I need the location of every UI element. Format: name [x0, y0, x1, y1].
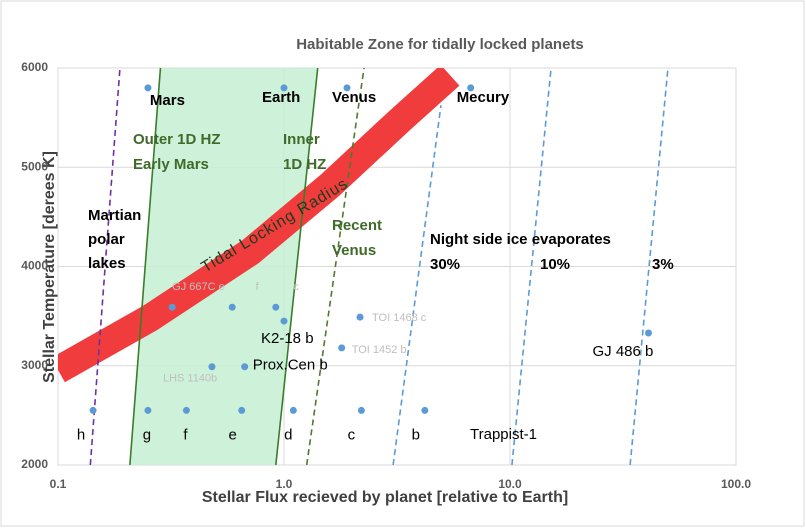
data-point — [168, 303, 176, 311]
annotation: Inner — [283, 131, 320, 148]
data-point — [280, 317, 288, 325]
y-tick-label: 6000 — [21, 60, 48, 74]
point-label: Venus — [332, 89, 376, 106]
point-label: f — [256, 281, 260, 293]
boundary-line — [392, 105, 442, 465]
data-point — [272, 303, 280, 311]
chart-title: Habitable Zone for tidally locked planet… — [296, 36, 584, 53]
annotation: Trappist-1 — [470, 426, 537, 443]
data-point — [467, 84, 475, 92]
point-label: GJ 667C e — [172, 281, 225, 293]
data-point — [357, 406, 365, 414]
boundary-line — [305, 68, 365, 465]
x-tick-label: 10.0 — [498, 477, 522, 491]
data-point — [280, 84, 288, 92]
point-label: K2-18 b — [261, 330, 314, 347]
data-point — [241, 363, 249, 371]
x-tick-label: 100.0 — [721, 477, 751, 491]
tidal-locking-band — [58, 68, 460, 383]
x-axis-label: Stellar Flux recieved by planet [relativ… — [202, 489, 568, 506]
annotation: Martian — [88, 207, 141, 224]
annotation: 3% — [652, 256, 674, 273]
y-tick-label: 5000 — [21, 159, 48, 173]
boundary-line — [511, 68, 552, 465]
boundary-line — [629, 68, 669, 465]
point-label: f — [183, 426, 188, 443]
x-tick-label: 1.0 — [276, 477, 293, 491]
data-point — [289, 406, 297, 414]
data-point — [144, 84, 152, 92]
point-label: c — [348, 426, 356, 443]
annotation: Night side ice evaporates — [430, 231, 611, 248]
point-label: Mecury — [457, 89, 510, 106]
data-point — [421, 406, 429, 414]
x-tick-label: 0.1 — [50, 477, 67, 491]
y-axis-label: Stellar Temperature [derees K] — [41, 151, 58, 383]
point-label: g — [143, 426, 151, 443]
annotation: Early Mars — [133, 156, 209, 173]
data-point — [182, 406, 190, 414]
annotation: Recent — [332, 217, 382, 234]
annotation: lakes — [88, 255, 126, 272]
point-label: TOI 1452 b — [352, 344, 407, 356]
data-point — [644, 329, 652, 337]
point-label: Prox.Cen b — [253, 357, 328, 374]
plot-layer — [58, 68, 669, 465]
annotation: Venus — [332, 242, 376, 259]
data-point — [208, 363, 216, 371]
data-point — [338, 344, 346, 352]
data-point — [228, 303, 236, 311]
point-label: Earth — [262, 89, 300, 106]
data-point — [89, 406, 97, 414]
annotation: 10% — [540, 256, 570, 273]
y-tick-label: 4000 — [21, 259, 48, 273]
data-point — [144, 406, 152, 414]
data-point — [343, 84, 351, 92]
point-label: GJ 486 b — [592, 343, 653, 360]
y-tick-label: 2000 — [21, 457, 48, 471]
boundary-line — [129, 68, 162, 465]
boundary-line — [275, 68, 319, 465]
annotation: Outer 1D HZ — [133, 131, 221, 148]
point-label: c — [293, 281, 299, 293]
point-label: TOI 1468 c — [372, 312, 427, 324]
point-label: LHS 1140b — [163, 373, 217, 385]
boundary-line — [89, 68, 121, 465]
point-label: d — [284, 426, 292, 443]
point-label: e — [229, 426, 237, 443]
point-label: h — [77, 426, 85, 443]
annotation: 1D HZ — [283, 156, 326, 173]
y-tick-label: 3000 — [21, 358, 48, 372]
data-point — [356, 313, 364, 321]
annotation: polar — [88, 231, 125, 248]
point-label: b — [412, 426, 420, 443]
point-label: Mars — [150, 92, 185, 109]
annotation: 30% — [430, 256, 460, 273]
data-point — [238, 406, 246, 414]
